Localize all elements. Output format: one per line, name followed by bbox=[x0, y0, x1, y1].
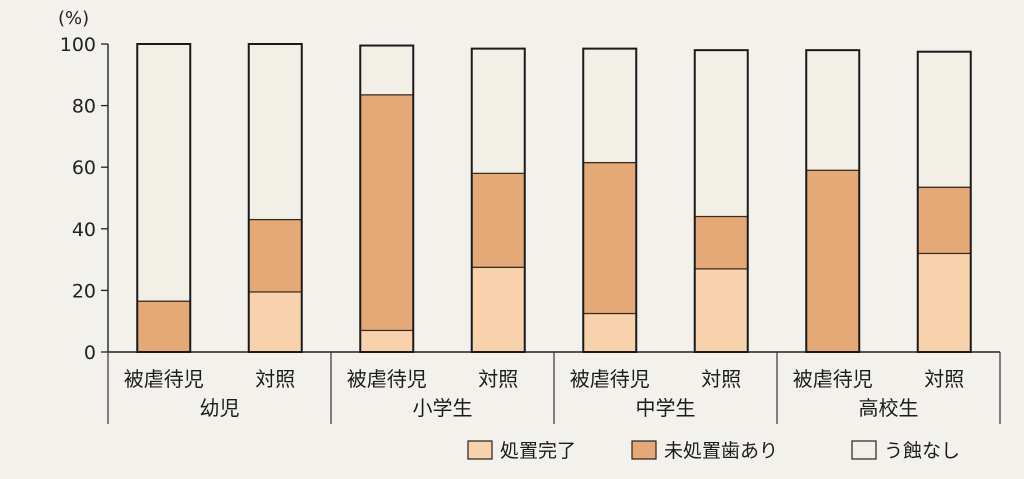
bar-segment bbox=[248, 291, 303, 353]
x-category-label: 対照 bbox=[255, 367, 295, 391]
group-label: 小学生 bbox=[413, 396, 473, 420]
bar-segment bbox=[136, 300, 191, 353]
x-category-label: 対照 bbox=[701, 367, 741, 391]
legend-label: 処置完了 bbox=[500, 440, 576, 462]
bar-segment bbox=[805, 49, 860, 171]
legend-swatch bbox=[467, 440, 493, 460]
bar-outline bbox=[136, 43, 192, 353]
bar-segment bbox=[805, 169, 860, 353]
bar-outline bbox=[693, 49, 749, 353]
y-tick-label: 0 bbox=[84, 342, 96, 364]
group-label: 高校生 bbox=[859, 396, 919, 420]
bar-outline bbox=[582, 47, 638, 354]
bar-segment bbox=[359, 94, 414, 332]
group-label: 幼児 bbox=[200, 396, 240, 420]
x-category-label: 被虐待児 bbox=[570, 367, 650, 391]
x-category-label: 対照 bbox=[924, 367, 964, 391]
bar-outline bbox=[916, 50, 972, 353]
bar-segment bbox=[694, 215, 749, 270]
x-category-label: 対照 bbox=[478, 367, 518, 391]
legend-label: 未処置歯あり bbox=[664, 440, 778, 462]
bar-segment bbox=[471, 172, 526, 268]
y-tick-label: 40 bbox=[72, 219, 96, 241]
bar-segment bbox=[248, 43, 303, 221]
bar-segment bbox=[471, 48, 526, 174]
y-ticks: 0 20 40 60 80 100 bbox=[60, 34, 108, 364]
bar-segment bbox=[582, 161, 637, 315]
x-category-label: 被虐待児 bbox=[347, 367, 427, 391]
bar-segment bbox=[359, 329, 414, 353]
y-unit-label: (%) bbox=[58, 8, 89, 29]
legend: 処置完了 未処置歯あり う蝕なし bbox=[467, 440, 960, 462]
bar-segment bbox=[248, 218, 303, 293]
bar-segment bbox=[694, 49, 749, 218]
bar-segment bbox=[471, 266, 526, 353]
bar-segment bbox=[917, 186, 972, 255]
bar-segment bbox=[917, 252, 972, 353]
y-tick-label: 20 bbox=[72, 280, 96, 302]
group-label: 中学生 bbox=[636, 396, 696, 420]
legend-swatch bbox=[851, 440, 877, 460]
y-tick-label: 100 bbox=[60, 34, 96, 56]
bar-segment bbox=[917, 51, 972, 188]
bar-segment bbox=[136, 43, 191, 302]
bar-outline bbox=[359, 44, 415, 353]
bar-segment bbox=[582, 48, 637, 164]
bar-outline bbox=[247, 43, 303, 353]
legend-label: う蝕なし bbox=[884, 440, 960, 462]
bar-outline bbox=[805, 49, 861, 353]
y-tick-label: 80 bbox=[72, 96, 96, 118]
bar-segment bbox=[694, 268, 749, 353]
x-category-label: 被虐待児 bbox=[793, 367, 873, 391]
y-tick-label: 60 bbox=[72, 157, 96, 179]
bars bbox=[136, 43, 972, 354]
bar-outline bbox=[470, 47, 526, 354]
bar-segment bbox=[359, 44, 414, 96]
bar-segment bbox=[582, 312, 637, 353]
x-category-label: 被虐待児 bbox=[124, 367, 204, 391]
legend-swatch bbox=[631, 440, 657, 460]
